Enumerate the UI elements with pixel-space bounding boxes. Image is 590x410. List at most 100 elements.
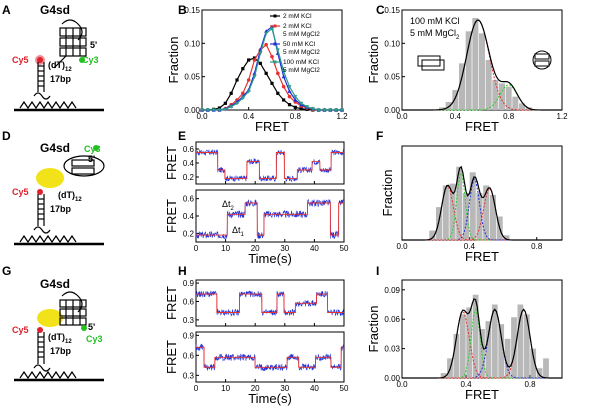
cy5-dye-icon xyxy=(37,327,43,333)
histogram-bar xyxy=(472,18,479,110)
y-axis-label: Fraction xyxy=(366,306,381,353)
x-tick-label: 0.0 xyxy=(196,112,208,121)
x-axis-label: FRET xyxy=(465,119,499,134)
histogram-bar xyxy=(511,317,517,378)
y-tick-label: 0.05 xyxy=(384,73,400,82)
histogram-bar xyxy=(465,31,472,110)
x-tick-label: 0.0 xyxy=(396,380,408,389)
panel-letter-i: I xyxy=(376,264,379,278)
five-prime-label: 5' xyxy=(88,154,95,164)
data-point xyxy=(281,84,286,89)
histogram-bar xyxy=(505,86,512,110)
chart-i-fret-histogram: 0.0 0.4 0.8 0.00 0.03 0.06 0.09 FRET Fraction xyxy=(366,279,563,402)
plot-frame xyxy=(201,9,343,111)
x-tick-label: 40 xyxy=(310,384,319,393)
y-tick-label: 0.2 xyxy=(183,229,195,238)
schematic-title: G4sd xyxy=(40,277,70,291)
panel-letter-d: D xyxy=(2,129,11,143)
histogram-bar xyxy=(439,107,445,110)
y-tick-label: 0.4 xyxy=(183,212,195,221)
duplex-label: 17bp xyxy=(50,204,72,214)
protein-blob-icon xyxy=(37,309,63,327)
legend-marker xyxy=(273,24,277,28)
histogram-bar xyxy=(491,304,498,378)
histogram-bar xyxy=(489,194,496,240)
y-tick-label: 0.3 xyxy=(183,316,195,325)
x-axis-label: FRET xyxy=(255,119,289,134)
x-tick-label: 0.8 xyxy=(524,380,536,389)
x-tick-label: 0.4 xyxy=(464,242,476,251)
schematic-a: G4sd 5' Cy5 Cy3 (dT)12 17bp xyxy=(12,3,104,112)
schematic-d: G4sd Cy3 5' Cy5 (dT)12 17bp xyxy=(12,141,105,246)
x-tick-label: 1.2 xyxy=(336,112,348,121)
chart-e-fret-traces: 0.2 0.4 0.6 FRET 0 10 20 30 40 50 0.2 0.4 0.6 FRET Tim… xyxy=(164,141,349,266)
series-line-3 xyxy=(202,27,342,111)
panel-letter-c: C xyxy=(376,3,385,17)
data-point xyxy=(217,108,222,113)
series-line-2 xyxy=(202,25,342,111)
y-axis-label: Fraction xyxy=(166,37,181,84)
histogram-bar xyxy=(442,185,449,240)
y-tick-label: 0.00 xyxy=(184,106,200,115)
histogram-bar xyxy=(453,333,460,378)
legend-marker xyxy=(273,14,277,18)
x-tick-label: 0.4 xyxy=(460,380,472,389)
panel-letter-b: B xyxy=(178,3,187,17)
plot-frame xyxy=(195,141,345,185)
spacer-label: (dT)12 xyxy=(58,190,82,203)
idealized-fret-trace xyxy=(196,293,344,313)
x-tick-label: 30 xyxy=(280,384,289,393)
histogram-bar xyxy=(523,314,530,378)
subscript: 2 xyxy=(456,35,460,41)
data-point xyxy=(305,105,309,109)
data-point xyxy=(299,101,304,106)
histogram-bar xyxy=(498,324,505,378)
schematic-title: G4sd xyxy=(40,3,70,17)
y-tick-label: 0.9 xyxy=(183,331,195,340)
y-axis-label: Fraction xyxy=(366,37,381,84)
x-tick-label: 0.8 xyxy=(503,112,515,121)
idealized-fret-trace xyxy=(196,202,344,236)
data-point xyxy=(200,108,204,113)
data-point xyxy=(287,103,292,107)
x-tick-label: 0.8 xyxy=(290,112,302,121)
histogram-bar xyxy=(472,294,479,378)
gaussian-fit-2 xyxy=(402,178,562,241)
data-point xyxy=(241,67,245,71)
data-point xyxy=(310,107,315,111)
y-tick-label: 0.3 xyxy=(183,371,195,380)
y-tick-label: 0.4 xyxy=(183,159,195,168)
data-point xyxy=(270,27,274,31)
cy5-label: Cy5 xyxy=(12,187,29,197)
schematic-title: G4sd xyxy=(40,141,70,155)
x-axis-label: Time(s) xyxy=(248,391,292,406)
y-tick-label: 0.9 xyxy=(183,279,195,288)
cy3-label: Cy3 xyxy=(84,144,101,154)
y-tick-label: 0.15 xyxy=(184,6,200,15)
histogram-bar xyxy=(485,321,492,378)
five-prime-label: 5' xyxy=(90,40,97,50)
gaussian-fit-3 xyxy=(402,187,562,241)
data-point xyxy=(270,81,274,85)
x-tick-label: 40 xyxy=(310,244,319,253)
data-point xyxy=(211,108,216,113)
gaussian-fit-2 xyxy=(402,309,562,379)
dna-duplex-icon xyxy=(14,332,104,382)
y-axis-label: FRET xyxy=(164,146,179,180)
histogram-bar xyxy=(445,102,452,110)
data-point xyxy=(281,74,286,79)
data-point xyxy=(328,108,333,113)
histogram-bar xyxy=(456,166,463,240)
x-tick-label: 50 xyxy=(340,384,349,393)
legend-marker xyxy=(273,60,277,64)
histogram-bar xyxy=(459,314,466,378)
dwell-time-label: Δt2 xyxy=(222,199,235,212)
data-point xyxy=(240,96,245,101)
plot-frame xyxy=(195,279,345,327)
histogram-bar xyxy=(436,207,443,240)
y-tick-label: 0.00 xyxy=(384,374,400,383)
icon-part xyxy=(417,55,441,67)
x-axis-label: FRET xyxy=(465,387,499,402)
data-point xyxy=(235,101,239,106)
dna-duplex-icon xyxy=(14,62,104,112)
